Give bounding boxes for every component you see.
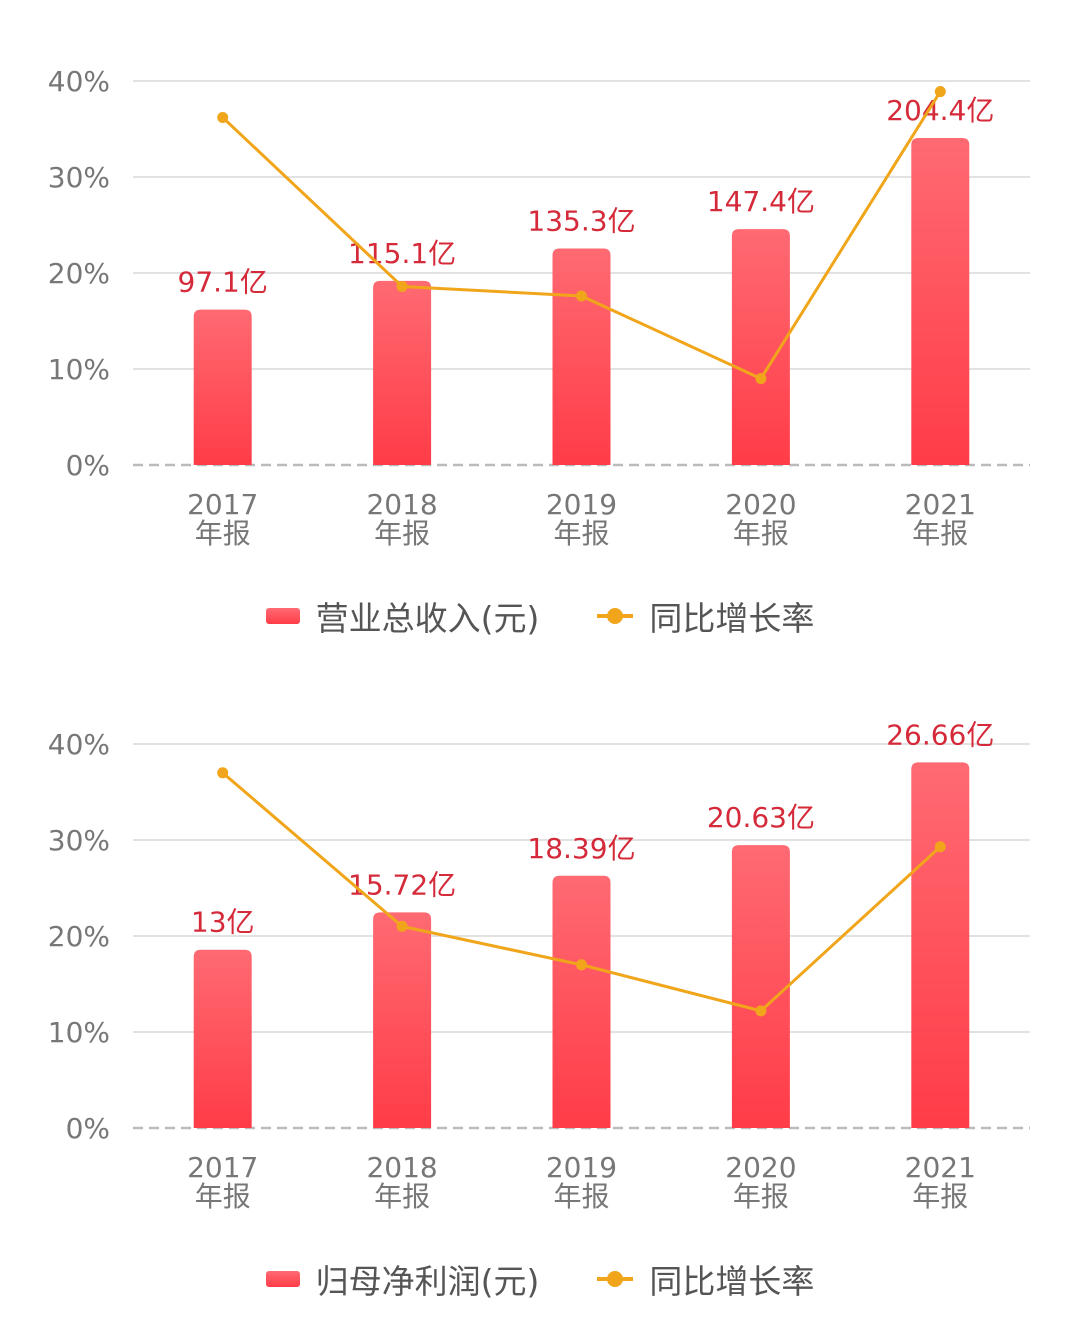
x-tick-label: 2017 年报 <box>187 488 258 550</box>
y-tick-label: 30% <box>48 161 110 194</box>
x-tick-label: 2019 年报 <box>546 1151 617 1213</box>
growth-rate-point <box>576 959 587 971</box>
legend-label-growth-rate: 同比增长率 <box>649 1262 815 1301</box>
legend-bar-swatch <box>265 608 300 624</box>
legend-item-net-profit[interactable]: 归母净利润(元) <box>265 1255 540 1303</box>
y-tick-label: 10% <box>48 1016 110 1049</box>
legend-bar-swatch <box>265 1271 300 1287</box>
bar-value-label: 135.3亿 <box>527 205 635 238</box>
bar-value-label: 97.1亿 <box>178 266 268 299</box>
legend-line-swatch <box>597 608 634 624</box>
bar-value-label: 147.4亿 <box>707 185 815 218</box>
x-tick-label: 2019 年报 <box>546 488 617 550</box>
y-tick-label: 10% <box>48 353 110 386</box>
bar <box>373 912 432 1128</box>
bar-value-label: 13亿 <box>191 906 255 939</box>
y-tick-label: 20% <box>48 257 110 290</box>
growth-rate-point <box>217 767 229 779</box>
y-tick-label: 0% <box>66 1112 110 1145</box>
x-tick-label: 2021 年报 <box>905 1151 976 1213</box>
bar-value-label: 26.66亿 <box>886 718 994 751</box>
bar <box>911 762 970 1128</box>
legend-label-net-profit: 归母净利润(元) <box>315 1262 540 1301</box>
legend-label-growth-rate: 同比增长率 <box>649 599 815 638</box>
y-tick-label: 0% <box>66 449 110 482</box>
x-tick-label: 2018 年报 <box>366 1151 437 1213</box>
growth-rate-point <box>755 373 767 385</box>
bar <box>193 309 252 465</box>
legend-label-revenue: 营业总收入(元) <box>315 599 540 638</box>
bar-value-label: 20.63亿 <box>707 801 815 834</box>
growth-rate-point <box>576 290 587 302</box>
y-tick-label: 40% <box>48 65 110 98</box>
growth-rate-point <box>934 86 946 98</box>
x-tick-label: 2021 年报 <box>905 488 976 550</box>
x-tick-label: 2018 年报 <box>366 488 437 550</box>
net-profit-chart-legend: 归母净利润(元) 同比增长率 <box>0 1255 1080 1303</box>
growth-rate-point <box>755 1005 767 1017</box>
growth-rate-point <box>396 920 408 932</box>
bar-value-label: 15.72亿 <box>348 868 456 901</box>
legend-item-revenue[interactable]: 营业总收入(元) <box>265 592 540 640</box>
bar-value-label: 115.1亿 <box>348 237 456 270</box>
revenue-chart-legend: 营业总收入(元) 同比增长率 <box>0 592 1080 640</box>
legend-line-swatch <box>597 1271 634 1287</box>
x-tick-label: 2017 年报 <box>187 1151 258 1213</box>
x-tick-label: 2020 年报 <box>725 1151 796 1213</box>
revenue-chart: 0% 10% 20% 30% 40% 97.1亿 115.1亿 135.3亿 147.4亿 204… <box>48 65 1030 550</box>
bar <box>552 248 611 465</box>
y-tick-label: 20% <box>48 920 110 953</box>
growth-rate-point <box>396 280 408 292</box>
legend-item-growth-rate[interactable]: 同比增长率 <box>597 592 814 640</box>
bar <box>373 280 432 465</box>
bar <box>731 845 790 1128</box>
bar-value-label: 18.39亿 <box>527 832 635 865</box>
legend-item-growth-rate[interactable]: 同比增长率 <box>597 1255 814 1303</box>
y-tick-label: 30% <box>48 824 110 857</box>
x-tick-label: 2020 年报 <box>725 488 796 550</box>
bar <box>731 229 790 465</box>
bar <box>193 949 252 1128</box>
growth-rate-point <box>934 841 946 853</box>
growth-rate-point <box>217 111 229 123</box>
bar <box>552 875 611 1128</box>
bar <box>911 137 970 465</box>
bar-value-label: 204.4亿 <box>886 94 994 127</box>
net-profit-chart: 0% 10% 20% 30% 40% 13亿 15.72亿 18.39亿 20.63亿 26.66… <box>48 718 1030 1213</box>
y-tick-label: 40% <box>48 728 110 761</box>
